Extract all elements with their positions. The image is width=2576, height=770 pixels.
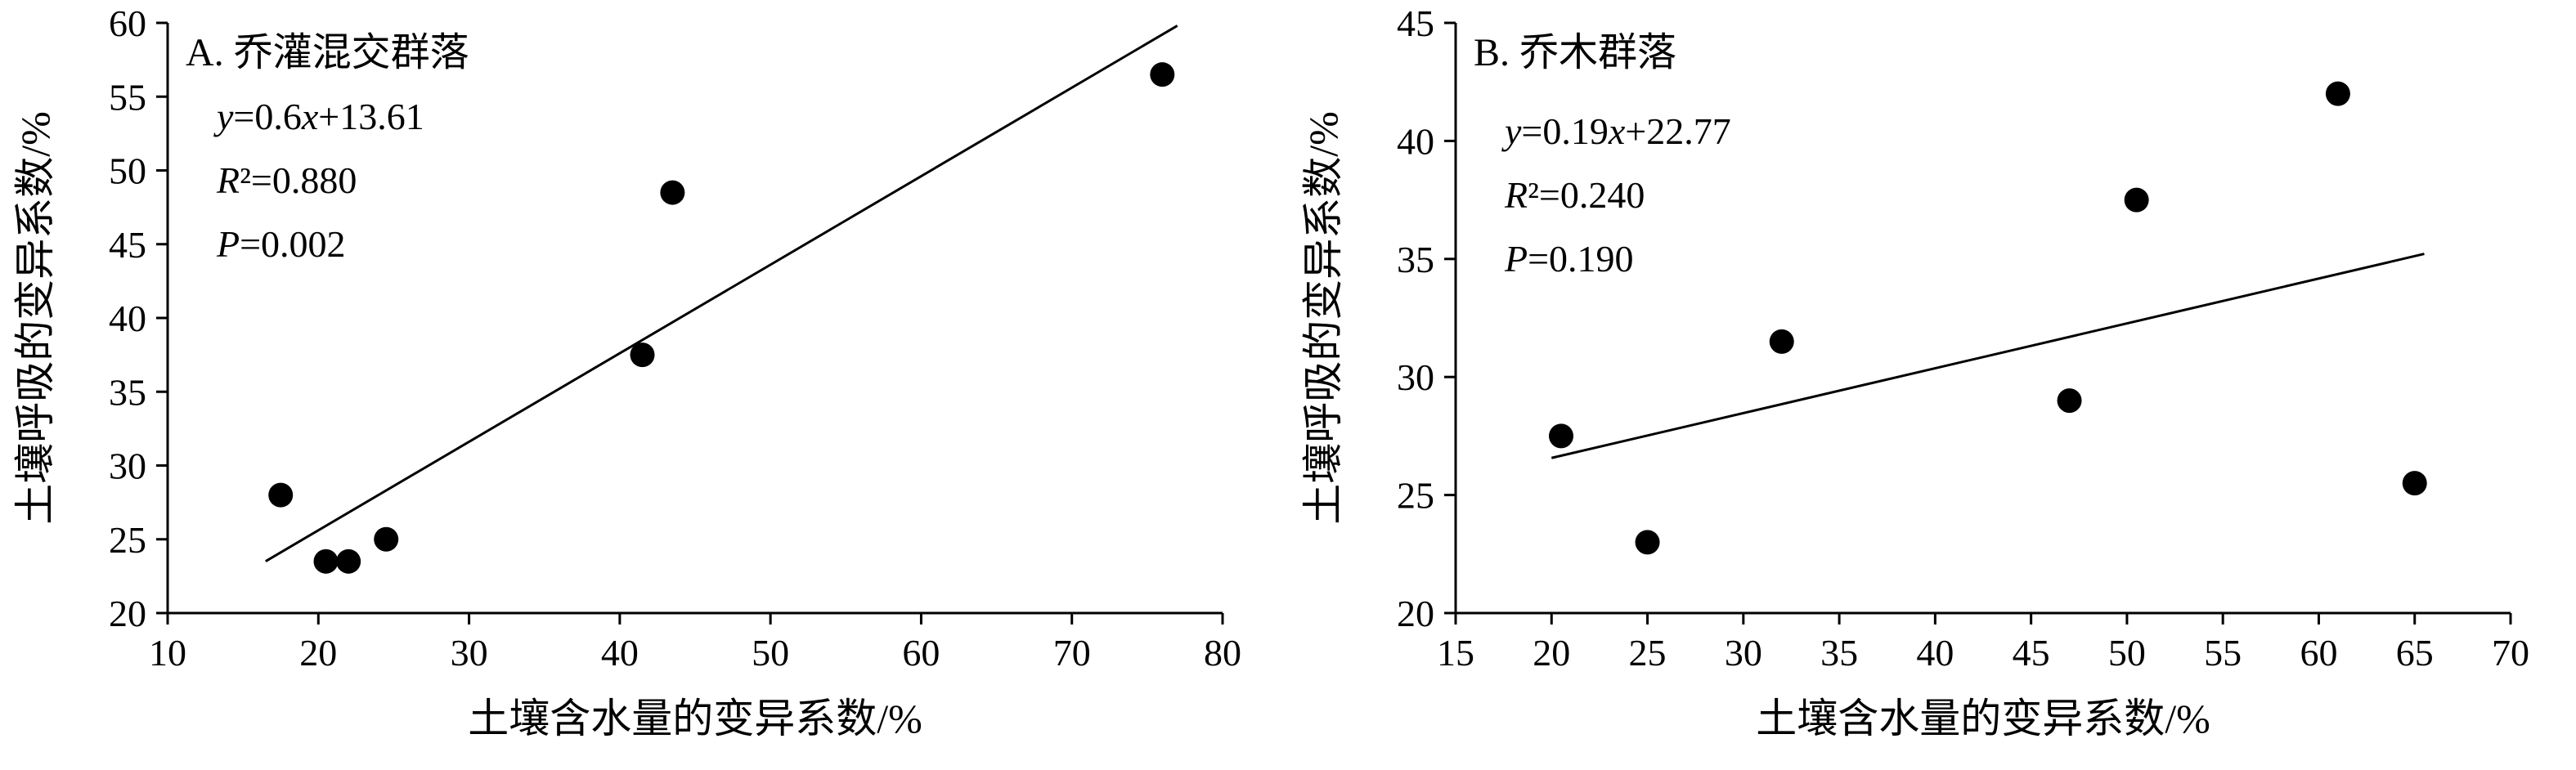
data-point (1150, 62, 1175, 87)
x-tick-label: 55 (2204, 632, 2242, 674)
x-tick-label: 50 (752, 632, 789, 674)
x-tick-label: 60 (902, 632, 940, 674)
data-point (1549, 423, 1573, 449)
y-tick-label: 40 (109, 298, 146, 339)
x-tick-label: 30 (451, 632, 488, 674)
y-tick-label: 40 (1397, 120, 1434, 162)
data-point (660, 180, 685, 205)
data-point (268, 482, 294, 508)
x-tick-label: 20 (299, 632, 337, 674)
x-tick-label: 45 (2013, 632, 2050, 674)
data-point (2402, 471, 2427, 496)
y-tick-label: 30 (1397, 356, 1434, 398)
y-tick-label: 20 (109, 593, 146, 634)
y-axis-title: 土壤呼吸的变异系数/% (1300, 111, 1346, 525)
x-tick-label: 65 (2396, 632, 2434, 674)
data-point (1769, 329, 1794, 354)
y-axis-title: 土壤呼吸的变异系数/% (12, 111, 58, 525)
data-point (336, 548, 361, 574)
x-tick-label: 60 (2300, 632, 2337, 674)
y-tick-label: 45 (1397, 2, 1434, 44)
data-point (313, 548, 339, 574)
x-tick-label: 50 (2108, 632, 2146, 674)
y-tick-label: 55 (109, 76, 146, 118)
x-tick-label: 20 (1533, 632, 1570, 674)
x-tick-label: 80 (1204, 632, 1241, 674)
y-tick-label: 30 (109, 445, 146, 487)
chart-panel-b: 15 20 25 30 35 40 45 50 55 60 65 70202530354045土壤含水… (1300, 2, 2529, 741)
y-tick-label: 25 (109, 519, 146, 561)
annotation-line: R²=0.880 (216, 159, 357, 201)
y-tick-label: 35 (109, 371, 146, 413)
y-tick-label: 35 (1397, 239, 1434, 280)
annotation-line: P=0.002 (216, 223, 346, 265)
annotation-line: P=0.190 (1504, 238, 1634, 280)
data-point (2124, 187, 2149, 213)
annotation-line: R²=0.240 (1504, 174, 1645, 216)
data-point (2325, 81, 2350, 106)
y-tick-label: 50 (109, 150, 146, 192)
y-tick-label: 60 (109, 2, 146, 44)
x-tick-label: 40 (1916, 632, 1954, 674)
chart-panel-a: 10 20 30 40 50 60 70 80202530354045505560土壤含水量的… (12, 2, 1241, 741)
x-tick-label: 10 (149, 632, 186, 674)
data-point (2057, 388, 2082, 414)
x-tick-label: 40 (601, 632, 639, 674)
panel-label: A. 乔灌混交群落 (186, 31, 469, 74)
x-tick-label: 70 (2492, 632, 2529, 674)
y-tick-label: 25 (1397, 475, 1434, 517)
x-tick-label: 30 (1725, 632, 1762, 674)
data-point (374, 526, 399, 552)
annotation-line: y=0.6x+13.61 (213, 96, 424, 137)
data-point (1635, 530, 1660, 555)
regression-line (1551, 253, 2425, 459)
x-tick-label: 35 (1820, 632, 1858, 674)
x-axis-title: 土壤含水量的变异系数/% (1756, 696, 2210, 741)
regression-line (265, 25, 1178, 562)
y-tick-label: 20 (1397, 593, 1434, 634)
x-tick-label: 25 (1629, 632, 1667, 674)
data-point (630, 342, 655, 368)
x-tick-label: 70 (1053, 632, 1091, 674)
y-tick-label: 45 (109, 224, 146, 266)
panel-label: B. 乔木群落 (1474, 31, 1676, 74)
x-axis-title: 土壤含水量的变异系数/% (468, 696, 922, 741)
annotation-line: y=0.19x+22.77 (1501, 110, 1731, 152)
x-tick-label: 15 (1437, 632, 1474, 674)
